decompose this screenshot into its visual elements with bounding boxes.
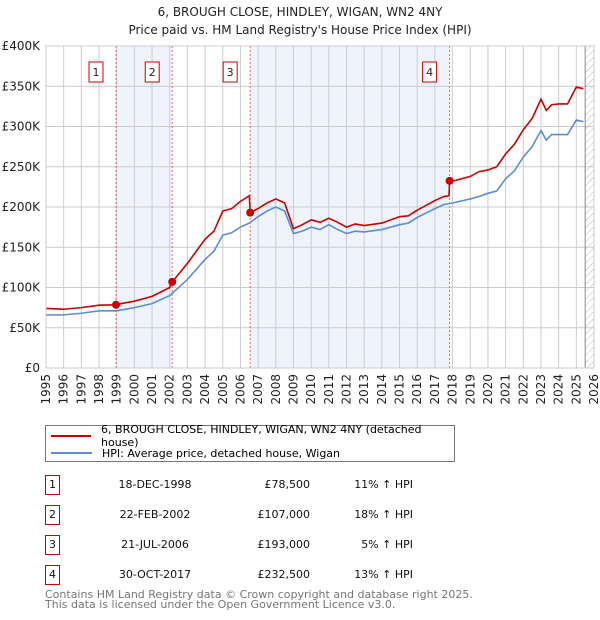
x-tick-label: 2002 — [163, 374, 177, 405]
x-tick-label: 2016 — [410, 374, 424, 405]
footer-line: This data is licensed under the Open Gov… — [45, 598, 396, 611]
sale-label: 4 — [426, 66, 433, 79]
plot-border — [45, 45, 595, 369]
x-tick-label: 1998 — [92, 374, 106, 405]
legend-item-property: 6, BROUGH CLOSE, HINDLEY, WIGAN, WN2 4NY… — [51, 423, 454, 449]
sale-date: 21-JUL-2006 — [121, 538, 189, 551]
x-tick-label: 2021 — [499, 374, 513, 405]
sale-price: £193,000 — [257, 538, 311, 551]
x-tick-label: 2023 — [534, 374, 548, 405]
sale-hpi-diff: 11% ↑ HPI — [354, 478, 413, 491]
x-tick-label: 2018 — [446, 374, 460, 405]
x-tick-label: 2005 — [216, 374, 230, 405]
sale-row: 2 22-FEB-2002 £107,000 18% ↑ HPI — [45, 505, 445, 525]
sale-date: 22-FEB-2002 — [119, 508, 191, 521]
footer-line: Contains HM Land Registry data © Crown c… — [45, 588, 473, 601]
x-tick-label: 2014 — [375, 374, 389, 405]
sale-number: 3 — [45, 535, 60, 555]
legend-label: 6, BROUGH CLOSE, HINDLEY, WIGAN, WN2 4NY… — [101, 423, 422, 449]
sale-number: 1 — [45, 475, 60, 495]
y-tick-label: £300K — [2, 120, 42, 134]
sale-label-box — [422, 61, 438, 83]
sale-price: £232,500 — [257, 568, 311, 581]
x-tick-label: 2011 — [322, 374, 336, 405]
x-tick-label: 1995 — [39, 374, 53, 405]
x-tick-label: 2001 — [145, 374, 159, 405]
x-tick-label: 2022 — [516, 374, 530, 405]
sale-label-box — [88, 61, 104, 83]
sale-row: 4 30-OCT-2017 £232,500 13% ↑ HPI — [45, 565, 445, 585]
x-tick-label: 2017 — [428, 374, 442, 405]
hpi-line — [46, 119, 584, 316]
blue-line-swatch — [51, 452, 92, 454]
sale-price: £107,000 — [257, 508, 311, 521]
x-tick-label: 2024 — [552, 374, 566, 405]
x-tick-label: 2025 — [569, 374, 583, 405]
x-tick-label: 1999 — [110, 374, 124, 405]
y-tick-label: £250K — [2, 160, 42, 174]
y-tick-label: £200K — [2, 200, 42, 214]
y-tick-label: £0 — [25, 361, 40, 375]
chart-subtitle: Price paid vs. HM Land Registry's House … — [128, 23, 471, 37]
x-tick-label: 2003 — [180, 374, 194, 405]
y-tick-label: £100K — [2, 281, 42, 295]
sale-label: 1 — [93, 66, 100, 79]
x-tick-label: 2012 — [340, 374, 354, 405]
sale-label: 3 — [227, 66, 234, 79]
sale-point — [445, 176, 454, 185]
sale-hpi-diff: 13% ↑ HPI — [354, 568, 413, 581]
sale-point — [112, 300, 121, 309]
sale-hpi-diff: 18% ↑ HPI — [354, 508, 413, 521]
sale-row: 1 18-DEC-1998 £78,500 11% ↑ HPI — [45, 475, 445, 495]
x-tick-label: 2026 — [587, 374, 600, 405]
sale-point — [168, 277, 177, 286]
sale-label-box — [144, 61, 160, 83]
red-line-swatch — [51, 435, 92, 437]
sale-date: 30-OCT-2017 — [118, 568, 192, 581]
sale-point — [246, 208, 255, 217]
footer: Contains HM Land Registry data © Crown c… — [45, 588, 473, 611]
chart-title: 6, BROUGH CLOSE, HINDLEY, WIGAN, WN2 4NY — [158, 5, 444, 19]
sale-date: 18-DEC-1998 — [118, 478, 192, 491]
x-tick-label: 2010 — [304, 374, 318, 405]
legend-label: HPI: Average price, detached house, Wiga… — [102, 446, 341, 460]
x-tick-label: 2015 — [393, 374, 407, 405]
legend: 6, BROUGH CLOSE, HINDLEY, WIGAN, WN2 4NY… — [45, 423, 455, 462]
sale-label-box — [222, 61, 238, 83]
price-chart: 6, BROUGH CLOSE, HINDLEY, WIGAN, WN2 4NY… — [2, 5, 600, 405]
y-tick-label: £400K — [2, 39, 42, 53]
sale-number: 4 — [45, 565, 60, 585]
sale-label: 2 — [149, 66, 156, 79]
y-tick-label: £150K — [2, 240, 42, 254]
sale-number: 2 — [45, 505, 60, 525]
x-tick-label: 2019 — [463, 374, 477, 405]
x-tick-label: 2006 — [233, 374, 247, 405]
sale-price: £78,500 — [264, 478, 311, 491]
x-tick-label: 2007 — [251, 374, 265, 405]
y-tick-label: £350K — [2, 79, 42, 93]
sale-hpi-diff: 5% ↑ HPI — [361, 538, 413, 551]
x-tick-label: 2009 — [286, 374, 300, 405]
x-tick-label: 2013 — [357, 374, 371, 405]
x-tick-label: 1997 — [74, 374, 88, 405]
x-tick-label: 1996 — [57, 374, 71, 405]
x-tick-label: 2008 — [269, 374, 283, 405]
sale-row: 3 21-JUL-2006 £193,000 5% ↑ HPI — [45, 535, 445, 555]
y-tick-label: £50K — [9, 321, 41, 335]
x-tick-label: 2004 — [198, 374, 212, 405]
x-tick-label: 2020 — [481, 374, 495, 405]
legend-item-hpi: HPI: Average price, detached house, Wiga… — [51, 445, 340, 461]
x-tick-label: 2000 — [127, 374, 141, 405]
